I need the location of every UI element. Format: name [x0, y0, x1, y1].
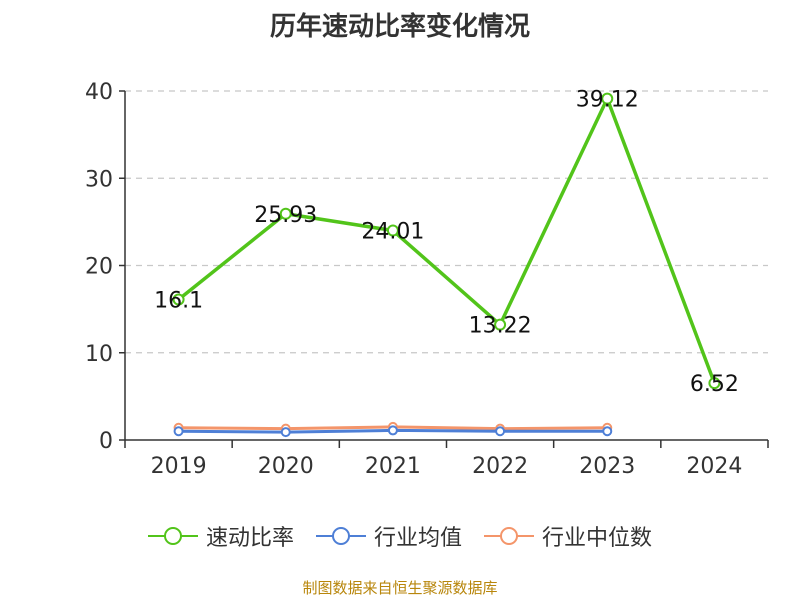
x-tick-label: 2022: [472, 454, 528, 479]
line-chart: 0 10 20 30 40 2019 2020 2021 2022 2023 2024 16.1 25…: [85, 80, 769, 479]
data-label: 25.93: [254, 203, 317, 228]
data-point: [387, 425, 398, 436]
y-tick-label: 40: [85, 80, 113, 105]
x-tick-label: 2024: [686, 454, 742, 479]
y-tick-label: 0: [99, 429, 113, 454]
legend-label: 行业中位数: [542, 526, 653, 551]
data-point: [708, 377, 721, 390]
legend-line-marker-icon: [147, 527, 198, 545]
data-point: [601, 92, 614, 105]
data-point: [494, 318, 507, 331]
data-point: [386, 224, 399, 237]
x-tick-label: 2019: [151, 454, 207, 479]
data-label: 16.1: [154, 289, 203, 314]
data-point: [280, 427, 291, 438]
y-tick-label: 20: [85, 255, 113, 280]
x-tick-label: 2020: [258, 454, 314, 479]
legend-item-industry-mean[interactable]: 行业均值: [315, 520, 462, 552]
data-point: [172, 293, 185, 306]
data-source-note: 制图数据来自恒生聚源数据库: [302, 579, 498, 597]
y-tick-label: 30: [85, 167, 113, 192]
legend-label: 行业均值: [373, 526, 462, 551]
legend-label: 速动比率: [205, 526, 294, 551]
data-point: [602, 426, 613, 437]
data-point: [495, 426, 506, 437]
data-label: 24.01: [361, 220, 424, 245]
data-point: [279, 207, 292, 220]
data-point: [173, 426, 184, 437]
legend-line-marker-icon: [315, 527, 366, 545]
data-label: 39.12: [576, 88, 639, 113]
data-label: 13.22: [469, 314, 532, 339]
x-tick-label: 2021: [365, 454, 421, 479]
legend-item-quick-ratio[interactable]: 速动比率: [147, 520, 294, 552]
legend-line-marker-icon: [484, 527, 534, 545]
x-tick-label: 2023: [579, 454, 635, 479]
series-line: [177, 96, 717, 384]
y-tick-label: 10: [85, 342, 113, 367]
legend-item-industry-median[interactable]: 行业中位数: [484, 520, 652, 552]
legend: 速动比率 行业均值 行业中位数: [0, 520, 800, 552]
chart-title: 历年速动比率变化情况: [269, 12, 530, 42]
data-label: 6.52: [690, 372, 739, 397]
